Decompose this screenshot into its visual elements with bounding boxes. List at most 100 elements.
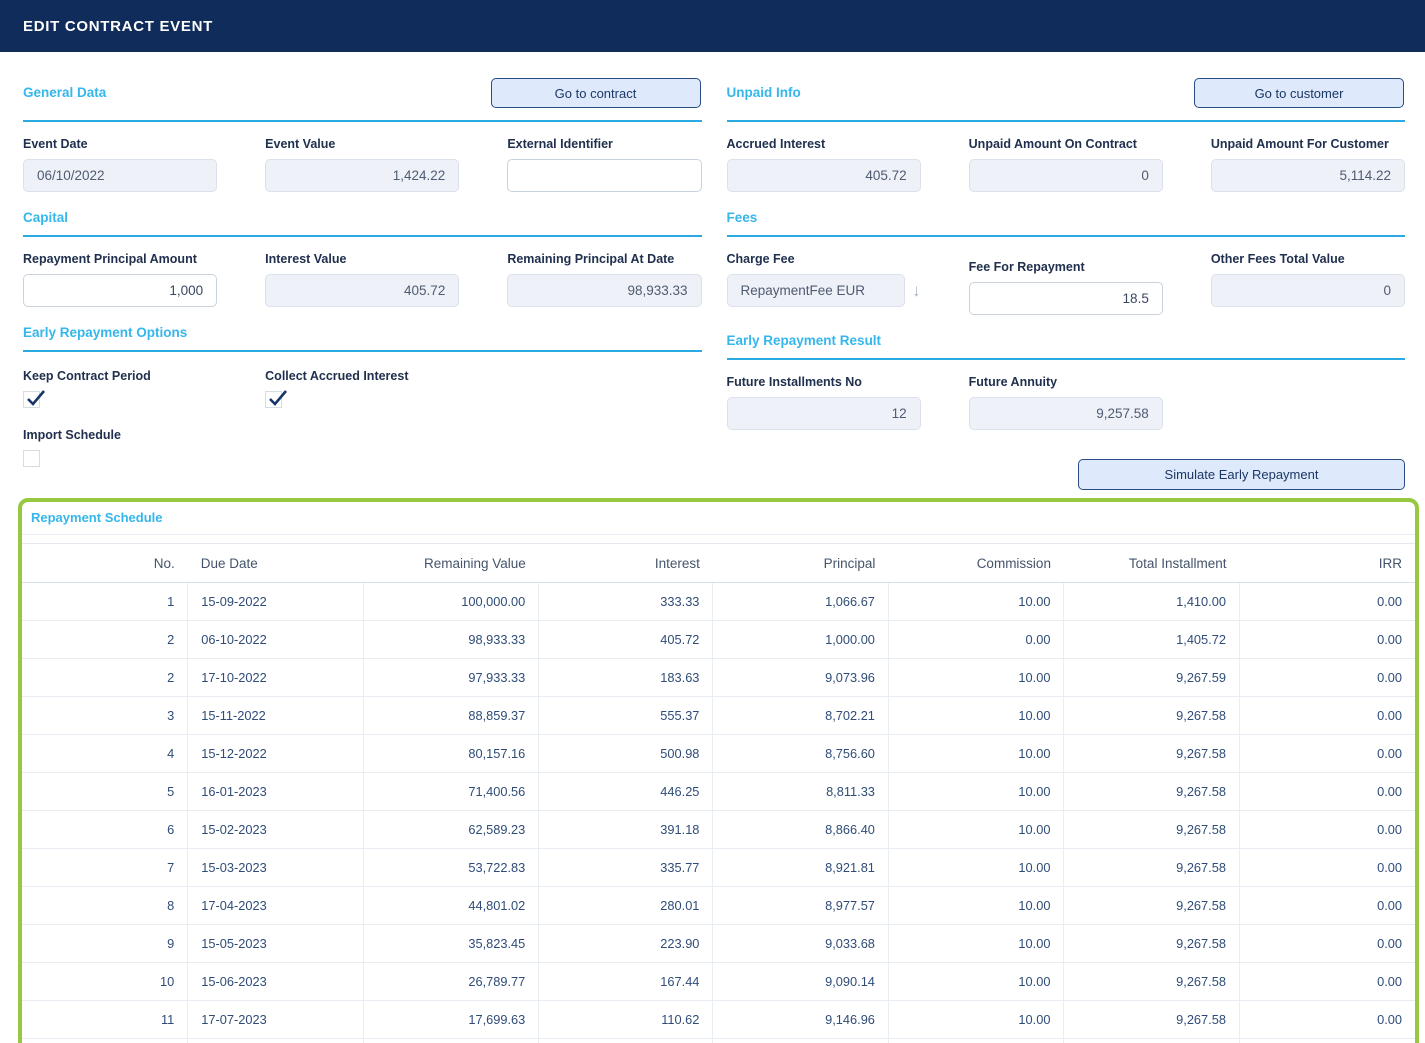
checkmark-icon: [27, 390, 45, 406]
col-header-commission: Commission: [888, 543, 1064, 583]
cell-total-installment: 9,267.59: [1063, 658, 1240, 697]
import-schedule-checkbox[interactable]: [23, 450, 40, 467]
collect-accrued-interest-checkbox[interactable]: [265, 390, 288, 408]
schedule-row[interactable]: 4 15-12-2022 80,157.16 500.98 8,756.60 1…: [22, 734, 1415, 773]
general-data-title: General Data: [23, 85, 107, 100]
repayment-principal-input[interactable]: [23, 274, 218, 307]
divider: [22, 534, 1415, 535]
cell-commission: 10.00: [887, 1000, 1064, 1039]
cell-due-date: 15-02-2023: [187, 810, 364, 849]
cell-total-installment: 9,267.58: [1063, 848, 1240, 887]
cell-remaining-value: 8,552.67: [362, 1038, 539, 1043]
page-title: EDIT CONTRACT EVENT: [23, 17, 213, 35]
cell-remaining-value: 53,722.83: [362, 848, 539, 887]
cell-principal: 9,073.96: [712, 658, 889, 697]
field-future-annuity: Future Annuity: [968, 375, 1163, 430]
title-bar: EDIT CONTRACT EVENT: [0, 0, 1425, 52]
checkmark-icon: [269, 390, 288, 406]
cell-due-date: 17-10-2022: [187, 658, 364, 697]
event-date-label: Event Date: [23, 137, 88, 151]
cell-irr: 0.00: [1238, 1000, 1415, 1039]
repayment-schedule-table: No. Due Date Remaining Value Interest Pr…: [22, 543, 1415, 1043]
cell-no: 1: [22, 582, 188, 621]
schedule-row[interactable]: 9 15-05-2023 35,823.45 223.90 9,033.68 1…: [22, 924, 1415, 963]
schedule-row[interactable]: 2 06-10-2022 98,933.33 405.72 1,000.00 0…: [22, 620, 1415, 659]
left-column: General Data Go to contract Event Date E…: [23, 78, 702, 467]
early-repayment-result-title: Early Repayment Result: [726, 333, 882, 348]
import-schedule-label: Import Schedule: [23, 428, 121, 442]
cell-interest: 183.63: [538, 658, 713, 697]
dropdown-arrow-icon[interactable]: ↓: [912, 281, 921, 300]
col-header-irr: IRR: [1239, 543, 1415, 583]
schedule-row[interactable]: 6 15-02-2023 62,589.23 391.18 8,866.40 1…: [22, 810, 1415, 849]
col-header-remaining-value: Remaining Value: [363, 543, 539, 583]
cell-commission: 10.00: [887, 924, 1064, 963]
cell-irr: 0.00: [1238, 734, 1415, 773]
cell-commission: 10.00: [887, 1038, 1064, 1043]
cell-interest: 391.18: [538, 810, 713, 849]
schedule-row[interactable]: 8 17-04-2023 44,801.02 280.01 8,977.57 1…: [22, 886, 1415, 925]
cell-principal: 8,756.60: [712, 734, 889, 773]
cell-due-date: 15-12-2022: [187, 734, 364, 773]
field-unpaid-on-contract: Unpaid Amount On Contract: [968, 137, 1163, 192]
schedule-row[interactable]: 12 15-08-2023 8,552.67 53.45 8,552.67 10…: [22, 1038, 1415, 1043]
go-to-contract-button[interactable]: Go to contract: [490, 78, 701, 108]
col-header-interest: Interest: [538, 543, 713, 583]
go-to-customer-button[interactable]: Go to customer: [1194, 78, 1404, 108]
cell-principal: 1,066.67: [712, 582, 889, 621]
repayment-schedule-panel: Repayment Schedule No. Due Date Remainin…: [18, 498, 1419, 1043]
charge-fee-select[interactable]: [726, 274, 906, 307]
remaining-principal-input: [507, 274, 702, 307]
col-header-principal: Principal: [712, 543, 889, 583]
cell-remaining-value: 35,823.45: [362, 924, 539, 963]
simulate-early-repayment-button[interactable]: Simulate Early Repayment: [1078, 459, 1405, 490]
future-annuity-label: Future Annuity: [968, 375, 1058, 389]
cell-principal: 9,033.68: [712, 924, 889, 963]
cell-total-installment: 1,410.00: [1063, 582, 1240, 621]
cell-remaining-value: 80,157.16: [362, 734, 539, 773]
schedule-row[interactable]: 5 16-01-2023 71,400.56 446.25 8,811.33 1…: [22, 772, 1415, 811]
schedule-row[interactable]: 7 15-03-2023 53,722.83 335.77 8,921.81 1…: [22, 848, 1415, 887]
schedule-row[interactable]: 1 15-09-2022 100,000.00 333.33 1,066.67 …: [22, 582, 1415, 621]
event-value-input: [265, 159, 460, 192]
cell-no: 4: [22, 734, 188, 773]
unpaid-on-contract-label: Unpaid Amount On Contract: [968, 137, 1137, 151]
field-repayment-principal: Repayment Principal Amount: [23, 252, 218, 307]
schedule-row[interactable]: 10 15-06-2023 26,789.77 167.44 9,090.14 …: [22, 962, 1415, 1001]
schedule-header-row: No. Due Date Remaining Value Interest Pr…: [22, 543, 1415, 583]
cell-commission: 0.00: [887, 620, 1064, 659]
fee-for-repayment-input[interactable]: [968, 282, 1163, 315]
external-identifier-label: External Identifier: [507, 137, 613, 151]
cell-remaining-value: 97,933.33: [362, 658, 539, 697]
cell-irr: 0.00: [1238, 924, 1415, 963]
keep-contract-period-checkbox[interactable]: [23, 390, 45, 408]
schedule-row[interactable]: 2 17-10-2022 97,933.33 183.63 9,073.96 1…: [22, 658, 1415, 697]
unpaid-for-customer-input: [1210, 159, 1405, 192]
field-event-date: Event Date: [23, 137, 218, 192]
cell-no: 7: [22, 848, 188, 887]
cell-total-installment: 9,267.58: [1063, 1000, 1240, 1039]
section-unpaid-info: Unpaid Info Go to customer: [726, 78, 1405, 122]
cell-total-installment: 9,267.58: [1063, 962, 1240, 1001]
field-remaining-principal: Remaining Principal At Date: [507, 252, 702, 307]
cell-due-date: 15-09-2022: [187, 582, 364, 621]
cell-no: 10: [22, 962, 188, 1001]
cell-no: 6: [22, 810, 188, 849]
schedule-row[interactable]: 3 15-11-2022 88,859.37 555.37 8,702.21 1…: [22, 696, 1415, 735]
interest-value-label: Interest Value: [265, 252, 347, 266]
external-identifier-input[interactable]: [507, 159, 702, 192]
field-interest-value: Interest Value: [265, 252, 460, 307]
field-charge-fee: Charge Fee ↓: [726, 252, 921, 315]
col-header-total-installment: Total Installment: [1063, 543, 1240, 583]
future-installments-input: [726, 397, 921, 430]
cell-principal: 9,146.96: [712, 1000, 889, 1039]
schedule-row[interactable]: 11 17-07-2023 17,699.63 110.62 9,146.96 …: [22, 1000, 1415, 1039]
cell-remaining-value: 62,589.23: [362, 810, 539, 849]
field-fee-for-repayment: Fee For Repayment: [968, 260, 1163, 315]
cell-remaining-value: 44,801.02: [362, 886, 539, 925]
cell-total-installment: 9,267.58: [1063, 924, 1240, 963]
cell-irr: 0.00: [1238, 886, 1415, 925]
unpaid-on-contract-input: [968, 159, 1163, 192]
cell-total-installment: 1,405.72: [1063, 620, 1240, 659]
charge-fee-label: Charge Fee: [726, 252, 795, 266]
